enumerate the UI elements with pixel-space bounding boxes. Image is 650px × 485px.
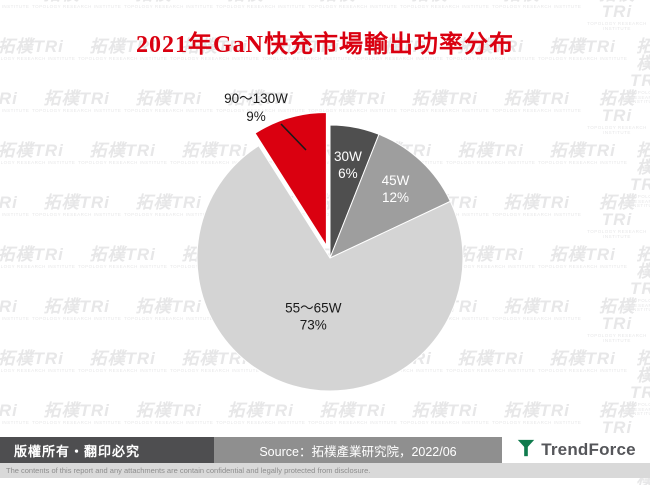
brand-area: TrendForce	[502, 437, 650, 463]
footer-bar: 版權所有‧翻印必究 Source：拓樸產業研究院，2022/06 TrendFo…	[0, 437, 650, 463]
pie-label-value-0: 6%	[338, 166, 358, 181]
pie-slice-1	[329, 133, 452, 259]
brand-name: TrendForce	[541, 440, 636, 459]
pie-label-name-1: 45W	[382, 173, 410, 188]
copyright-notice: 版權所有‧翻印必究	[0, 437, 214, 463]
pie-label-value-1: 12%	[382, 190, 409, 205]
page-title: 2021年GaN快充市場輸出功率分布	[136, 32, 514, 58]
trendforce-logo-icon	[516, 438, 536, 463]
pie-leader-line	[280, 123, 307, 151]
pie-outside-label-value: 9%	[246, 109, 266, 124]
source-note: Source：拓樸產業研究院，2022/06	[214, 437, 502, 463]
pie-outside-label-name: 90～130W	[224, 91, 288, 106]
pie-label-name-0: 30W	[334, 149, 362, 164]
disclaimer-text: The contents of this report and any atta…	[0, 463, 650, 478]
pie-slice-3	[254, 112, 327, 248]
pie-label-value-2: 73%	[300, 317, 327, 332]
pie-slice-2	[196, 145, 464, 392]
pie-label-name-2: 55～65W	[285, 300, 342, 315]
